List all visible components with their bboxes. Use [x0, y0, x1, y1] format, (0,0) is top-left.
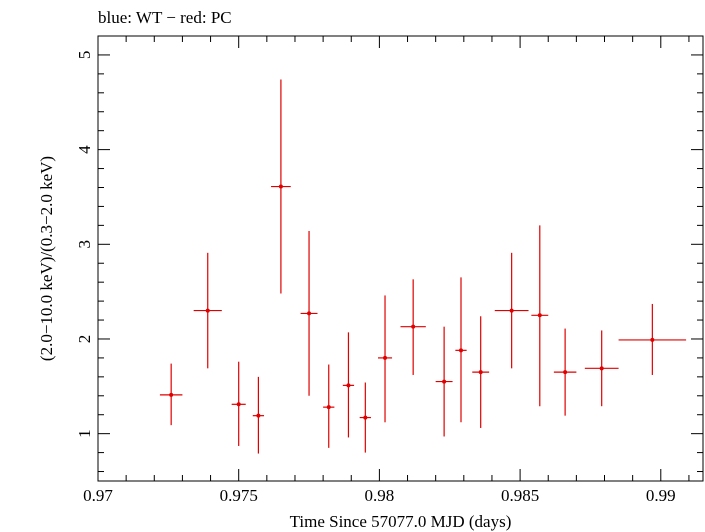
- data-marker: [650, 337, 655, 342]
- data-point: [472, 316, 490, 428]
- data-marker: [563, 370, 568, 375]
- x-tick-label: 0.975: [220, 486, 258, 505]
- data-marker: [537, 313, 542, 318]
- data-point: [323, 364, 335, 448]
- y-tick-label: 4: [75, 145, 94, 154]
- data-point: [531, 225, 549, 407]
- data-point: [553, 328, 577, 416]
- data-point: [618, 303, 687, 375]
- y-tick-label: 5: [75, 51, 94, 60]
- data-marker: [442, 379, 447, 384]
- axis-ticks: [97, 35, 703, 481]
- data-point: [342, 332, 355, 438]
- data-point: [455, 277, 467, 423]
- plot-frame: [97, 35, 704, 482]
- data-point: [231, 361, 246, 446]
- data-marker: [363, 415, 368, 420]
- data-point: [400, 279, 426, 375]
- x-tick-label: 0.99: [646, 486, 676, 505]
- data-marker: [509, 308, 514, 313]
- data-marker: [278, 184, 283, 189]
- y-axis-label: (2.0−10.0 keV)/(0.3−2.0 keV): [37, 156, 56, 361]
- x-tick-label: 0.97: [83, 486, 113, 505]
- data-point: [300, 231, 318, 396]
- data-marker: [169, 392, 174, 397]
- data-point: [359, 382, 371, 453]
- data-point: [584, 330, 619, 407]
- data-point: [159, 363, 183, 426]
- data-point: [193, 252, 222, 369]
- y-tick-label: 1: [75, 429, 94, 438]
- data-marker: [326, 405, 331, 410]
- axis-tick-labels: 0.97 0.975 0.98 0.985 0.99 1 2 3 4 5: [75, 51, 676, 505]
- data-marker: [459, 348, 463, 353]
- data-marker: [599, 366, 604, 371]
- x-tick-label: 0.98: [365, 486, 395, 505]
- data-marker: [346, 383, 351, 388]
- data-point: [435, 326, 453, 437]
- data-series-pc: [159, 79, 687, 454]
- data-point: [252, 376, 265, 454]
- data-point: [271, 79, 291, 294]
- data-marker: [256, 413, 261, 418]
- data-marker: [205, 308, 210, 313]
- data-marker: [411, 324, 416, 329]
- data-point: [494, 252, 529, 369]
- x-axis-label: Time Since 57077.0 MJD (days): [290, 512, 512, 531]
- y-tick-label: 2: [75, 335, 94, 344]
- y-tick-label: 3: [75, 240, 94, 249]
- data-marker: [478, 370, 483, 375]
- chart-title: blue: WT − red: PC: [98, 8, 232, 27]
- data-marker: [307, 311, 312, 316]
- x-tick-label: 0.985: [501, 486, 539, 505]
- data-marker: [383, 355, 388, 360]
- data-marker: [236, 402, 241, 407]
- data-point: [377, 295, 393, 423]
